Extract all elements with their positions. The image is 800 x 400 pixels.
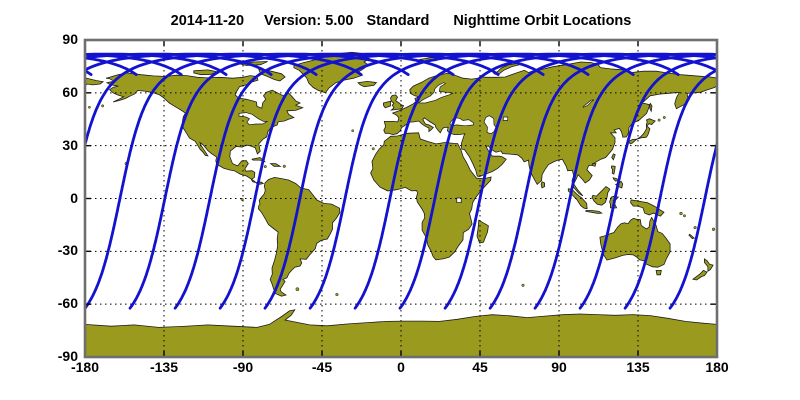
island-azores xyxy=(351,129,355,133)
island-canary xyxy=(371,147,375,151)
landmass-taiwan xyxy=(611,153,616,161)
orbit-track-12 xyxy=(578,56,717,310)
landmass-new-caledonia xyxy=(688,233,695,240)
island-puerto-rico xyxy=(282,164,286,168)
landmass-japan xyxy=(628,118,656,145)
landmass-north-america xyxy=(738,73,800,184)
x-tick-label--45: -45 xyxy=(311,359,333,375)
landmass-eurasia xyxy=(85,77,105,87)
landmass-madagascar xyxy=(476,219,489,244)
plot-frame xyxy=(83,38,719,359)
landmass-sri-lanka xyxy=(540,181,545,189)
x-tick-label--90: -90 xyxy=(232,359,254,375)
x-tick-label-45: 45 xyxy=(472,359,488,375)
landmass-victoria-island xyxy=(193,69,218,76)
orbit-track-2 xyxy=(762,54,800,308)
landmass-new-zealand-north xyxy=(704,258,714,272)
title-version: Version: 5.00 xyxy=(264,13,354,29)
landmass-eurasia xyxy=(383,61,717,197)
landmass-iceland xyxy=(357,80,378,88)
landmass-new-zealand-south xyxy=(691,269,708,281)
landmass-africa xyxy=(370,132,492,261)
landmass-java xyxy=(585,210,603,214)
plot-title: 2014-11-20 Version: 5.00 Standard Nightt… xyxy=(85,13,717,29)
landmass-north-america xyxy=(105,72,304,185)
title-standard: Standard xyxy=(366,13,430,29)
landmass-antarctica xyxy=(716,323,717,357)
landmass-luzon xyxy=(610,165,616,175)
island-jamaica xyxy=(263,165,267,169)
water-lake-victoria xyxy=(456,197,462,203)
landmass-borneo xyxy=(591,185,611,206)
landmass-visayas xyxy=(612,177,620,182)
orbit-track-6 xyxy=(0,54,1,308)
island-solomon-1 xyxy=(679,211,683,216)
orbit-track-14 xyxy=(85,52,363,151)
landmass-new-caledonia xyxy=(57,234,62,238)
orbit-track-1 xyxy=(715,305,717,310)
title-main: Nighttime Orbit Locations xyxy=(453,13,632,29)
landmass-tasmania xyxy=(24,270,29,274)
y-tick-label-0: 0 xyxy=(70,189,78,206)
landmass-sakhalin xyxy=(649,102,653,113)
island-kerguelen xyxy=(521,283,525,287)
y-tick-label-30: 30 xyxy=(62,136,78,153)
y-tick-label--90: -90 xyxy=(57,348,78,364)
plot-area xyxy=(0,40,800,357)
y-tick-label--60: -60 xyxy=(57,295,78,312)
y-tick-label-60: 60 xyxy=(62,83,78,100)
x-tick-label--135: -135 xyxy=(149,359,179,375)
orbit-track-13 xyxy=(623,68,717,310)
landmass-new-zealand-north xyxy=(72,259,81,271)
landmass-new-zealand-south xyxy=(61,270,75,280)
island-south-georgia xyxy=(335,292,339,297)
x-tick-label-90: 90 xyxy=(551,359,567,375)
landmass-hainan xyxy=(591,162,597,167)
island-aleutians-2 xyxy=(88,105,91,109)
island-aleutians-1 xyxy=(101,104,105,108)
landmass-antarctica xyxy=(85,309,717,357)
landmass-hispaniola xyxy=(269,163,282,167)
landmass-tasmania xyxy=(655,270,662,276)
landmass-ireland xyxy=(383,100,391,109)
title-date: 2014-11-20 xyxy=(170,13,245,29)
y-tick-label-90: 90 xyxy=(62,31,78,47)
island-vanuatu xyxy=(693,226,697,230)
x-tick-label--180: -180 xyxy=(70,359,100,375)
water-caspian-sea xyxy=(483,115,497,135)
x-tick-label-0: 0 xyxy=(397,359,405,375)
water-aral-sea xyxy=(502,116,509,121)
island-fiji xyxy=(711,227,716,231)
water-lake-baikal xyxy=(582,99,594,108)
orbit-track-14 xyxy=(668,139,717,310)
water-great-lakes xyxy=(238,112,269,126)
landmass-great-britain xyxy=(390,94,405,111)
y-tick-label--30: -30 xyxy=(57,242,78,259)
landmass-japan xyxy=(0,119,23,144)
island-kuril-1 xyxy=(662,116,666,119)
landmass-south-america xyxy=(257,176,341,297)
island-solomon-2 xyxy=(683,214,686,218)
island-falklands xyxy=(295,287,300,292)
orbit-track-11 xyxy=(533,53,717,310)
x-tick-label-135: 135 xyxy=(626,359,650,375)
island-dots xyxy=(88,104,716,297)
x-tick-label-180: 180 xyxy=(705,359,729,375)
landmass-sakhalin xyxy=(18,103,20,111)
orbit-tracks xyxy=(0,52,800,310)
island-kuril-2 xyxy=(657,118,661,122)
